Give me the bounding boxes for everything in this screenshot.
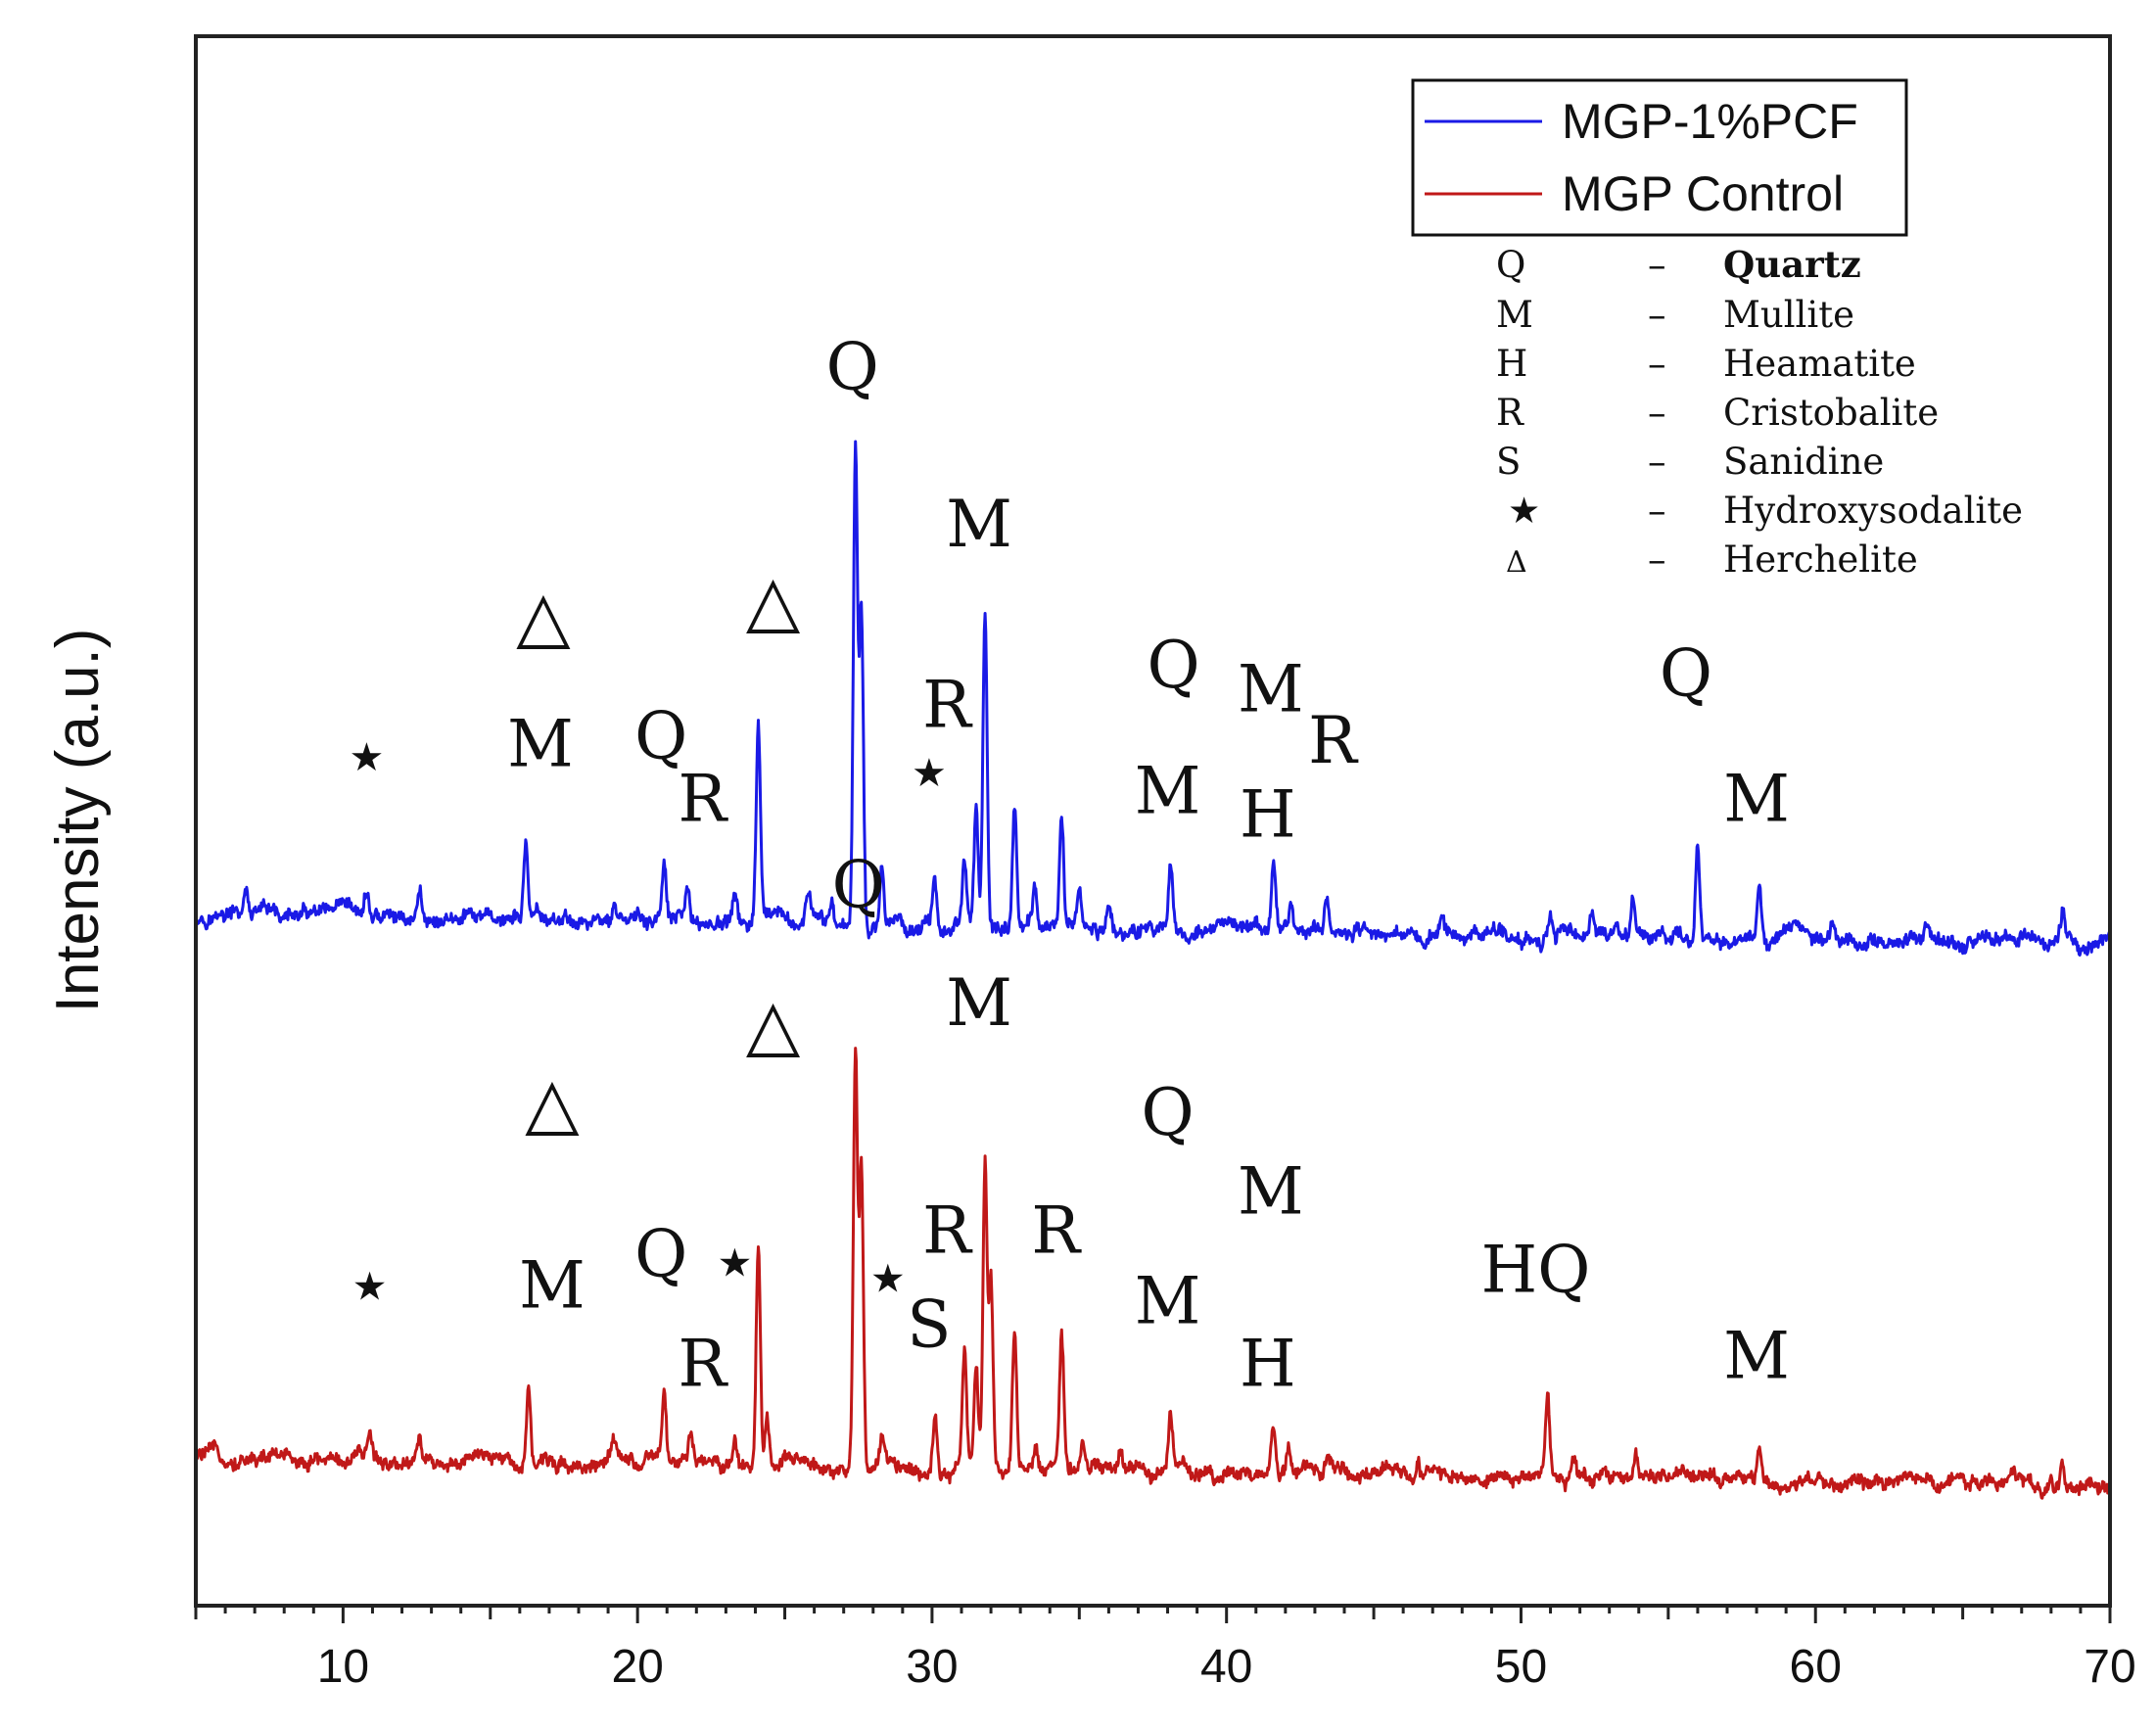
x-tick-label: 70 <box>2084 1641 2135 1693</box>
phase-key-symbol: ★ <box>1508 490 1540 532</box>
phase-key: Q – Quartz M – Mullite H – Heamatite R –… <box>1496 243 2023 581</box>
x-tick-label: 10 <box>317 1641 369 1693</box>
legend-label-mgp-1pcf: MGP-1%PCF <box>1562 94 1858 149</box>
peak-annotation: R <box>678 1327 728 1402</box>
phase-key-symbol: H <box>1496 343 1527 385</box>
peak-annotation: △ <box>746 559 801 641</box>
series-legend: MGP-1%PCF MGP Control <box>1411 78 1908 237</box>
x-tick-label: 20 <box>611 1641 663 1693</box>
phase-key-name: Quartz <box>1723 243 1861 286</box>
phase-key-dash: – <box>1648 244 1666 286</box>
peak-annotation: ★ <box>912 751 947 796</box>
peak-annotation: M <box>946 965 1012 1041</box>
phase-key-dash: – <box>1648 343 1666 385</box>
x-axis: 10 20 30 40 50 60 70 <box>194 1606 2136 1693</box>
phase-key-name: Mullite <box>1723 294 1854 336</box>
phase-key-symbol: M <box>1496 294 1533 336</box>
peak-annotation: M <box>1723 762 1790 837</box>
peak-annotation: R <box>922 1192 973 1268</box>
x-tick-label: 60 <box>1790 1641 1842 1693</box>
peak-annotation: M <box>946 487 1012 562</box>
peak-annotation: R <box>922 667 973 742</box>
peak-annotation: ★ <box>349 735 384 780</box>
x-tick-label: 40 <box>1200 1641 1252 1693</box>
peak-annotation: △ <box>525 1061 580 1144</box>
peak-annotation: △ <box>516 575 571 657</box>
phase-key-dash: – <box>1648 441 1666 483</box>
x-tick-label: 30 <box>906 1641 958 1693</box>
peak-annotation: M <box>1135 754 1201 829</box>
peak-annotation: H <box>1240 1327 1296 1402</box>
phase-key-name: Sanidine <box>1723 441 1884 483</box>
peak-annotation: Q <box>1660 635 1712 711</box>
phase-key-symbol: S <box>1496 441 1521 483</box>
peak-annotation: R <box>1031 1192 1082 1268</box>
plot-frame <box>194 34 2112 1608</box>
peak-annotation: HQ <box>1481 1232 1591 1307</box>
peak-annotation: M <box>1723 1319 1790 1394</box>
peak-annotation: M <box>1238 1153 1304 1229</box>
peak-annotation: Q <box>826 330 879 405</box>
phase-key-dash: – <box>1648 538 1666 581</box>
peak-annotation: △ <box>746 983 801 1065</box>
peak-annotation: ★ <box>870 1256 906 1301</box>
series-layer <box>194 440 2112 1500</box>
phase-key-symbol: Q <box>1496 244 1525 286</box>
peak-annotation: ★ <box>352 1264 388 1309</box>
phase-key-dash: – <box>1648 294 1666 336</box>
peak-annotation: M <box>1238 651 1304 726</box>
peak-annotation: Q <box>1141 1075 1194 1150</box>
phase-key-name: Heamatite <box>1723 343 1916 385</box>
phase-key-dash: – <box>1648 392 1666 434</box>
peak-annotation: M <box>507 706 574 781</box>
x-tick-label: 50 <box>1495 1641 1547 1693</box>
legend-label-mgp-control: MGP Control <box>1562 166 1844 221</box>
peak-annotation: H <box>1240 777 1296 853</box>
phase-key-symbol: R <box>1496 392 1524 434</box>
peak-annotation: Q <box>832 848 885 923</box>
peak-annotation: R <box>678 762 728 837</box>
series-line-mgp-1-pcf <box>195 440 2111 957</box>
peak-annotation: M <box>519 1247 586 1323</box>
series-line-mgp-control <box>194 1047 2112 1500</box>
peak-annotation: R <box>1308 703 1359 778</box>
peak-annotation: S <box>907 1287 951 1363</box>
phase-key-name: Herchelite <box>1723 538 1918 581</box>
phase-key-name: Cristobalite <box>1723 392 1939 434</box>
phase-key-name: Hydroxysodalite <box>1723 490 2023 532</box>
peak-annotation: M <box>1135 1264 1201 1339</box>
peak-annotation: ★ <box>717 1240 752 1286</box>
peak-annotation: Q <box>634 698 687 773</box>
series-legend-box <box>1411 78 1908 237</box>
phase-key-dash: – <box>1648 490 1666 532</box>
peak-annotation: Q <box>1148 628 1200 703</box>
y-axis-label: Intensity (a.u.) <box>44 629 112 1013</box>
phase-key-symbol: Δ <box>1506 545 1527 580</box>
peak-annotation: Q <box>634 1216 687 1291</box>
